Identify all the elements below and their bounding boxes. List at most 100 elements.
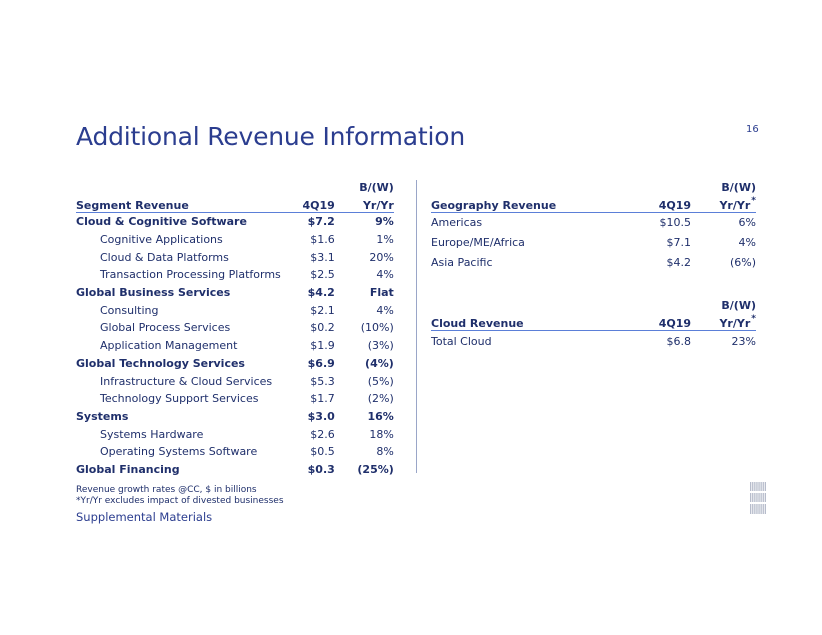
segment-label: Global Financing: [76, 462, 180, 476]
segment-header-top-label: [76, 178, 281, 194]
cloud-table-body: Total Cloud $6.8 23%: [431, 331, 756, 352]
cloud-revenue-table: B/(W) Cloud Revenue 4Q19 Yr/Yr* Total Cl…: [431, 296, 756, 351]
geo-change: 4%: [738, 236, 756, 250]
cloud-header-change: Yr/Yr*: [691, 312, 756, 331]
geo-header-change-text: Yr/Yr: [719, 199, 751, 212]
segment-change: 8%: [376, 445, 394, 459]
segment-label: Global Business Services: [76, 286, 231, 300]
segment-change: 18%: [369, 427, 394, 441]
cloud-label: Total Cloud: [431, 334, 492, 348]
segment-row: Systems $3.0 16%: [76, 408, 394, 426]
logo-gap: [748, 491, 768, 493]
segment-label: Cloud & Cognitive Software: [76, 215, 247, 229]
segment-label: Global Technology Services: [76, 356, 245, 370]
segment-value: $1.9: [310, 339, 335, 353]
logo-stripe: [764, 482, 766, 514]
geo-header-mark: *: [751, 196, 756, 206]
segment-header-value: 4Q19: [280, 194, 335, 213]
segment-value: $0.5: [310, 445, 335, 459]
cloud-change: 23%: [731, 334, 756, 348]
footnote-currency: Revenue growth rates @CC, $ in billions: [76, 485, 257, 495]
segment-row: Transaction Processing Platforms $2.5 4%: [76, 266, 394, 284]
segment-value: $1.6: [310, 233, 335, 247]
segment-row: Consulting $2.1 4%: [76, 301, 394, 319]
segment-value: $2.6: [310, 427, 335, 441]
logo-stripe: [762, 482, 764, 514]
geo-change: 6%: [738, 216, 756, 230]
geo-label: Asia Pacific: [431, 255, 493, 269]
segment-label: Consulting: [100, 303, 159, 317]
cloud-header-mark: *: [751, 314, 756, 324]
segment-row: Application Management $1.9 (3%): [76, 337, 394, 355]
segment-row: Infrastructure & Cloud Services $5.3 (5%): [76, 372, 394, 390]
segment-label: Systems: [76, 409, 129, 423]
footnote-divested: *Yr/Yr excludes impact of divested busin…: [76, 496, 284, 506]
logo-stripe: [750, 482, 752, 514]
segment-row: Technology Support Services $1.7 (2%): [76, 390, 394, 408]
segment-row: Global Process Services $0.2 (10%): [76, 319, 394, 337]
segment-label: Cloud & Data Platforms: [100, 250, 229, 264]
segment-label: Transaction Processing Platforms: [100, 268, 281, 282]
segment-change: (3%): [367, 339, 394, 353]
segment-header-label: Segment Revenue: [76, 194, 281, 213]
slide-title: Additional Revenue Information: [76, 122, 465, 151]
segment-label: Global Process Services: [100, 321, 231, 335]
cloud-header-label: Cloud Revenue: [431, 312, 621, 331]
geography-table-body: Americas $10.5 6% Europe/ME/Africa $7.1 4% Asi…: [431, 213, 756, 273]
segment-value: $5.3: [310, 374, 335, 388]
segment-change: (4%): [365, 356, 394, 370]
segment-change: 1%: [376, 233, 394, 247]
cloud-header-change-text: Yr/Yr: [719, 317, 751, 330]
segment-row: Global Financing $0.3 (25%): [76, 461, 394, 479]
geo-value: $7.1: [666, 236, 692, 250]
segment-value: $2.1: [310, 303, 335, 317]
segment-header-top-value: [281, 178, 335, 194]
segment-label: Operating Systems Software: [100, 445, 258, 459]
geo-header-change: Yr/Yr*: [691, 194, 756, 213]
ibm-logo-icon: [748, 482, 768, 514]
segment-change: (25%): [357, 462, 394, 476]
geo-header-top-change: B/(W): [721, 181, 756, 194]
geo-header-top-label: [431, 178, 621, 194]
segment-value: $0.2: [310, 321, 335, 335]
segment-label: Infrastructure & Cloud Services: [100, 374, 273, 388]
segment-row: Cloud & Cognitive Software $7.2 9%: [76, 213, 394, 231]
cloud-header-top-change: B/(W): [721, 299, 756, 312]
segment-change: Flat: [369, 286, 394, 300]
geo-header-value: 4Q19: [621, 194, 691, 213]
segment-header-change: Yr/Yr: [334, 194, 394, 213]
segment-row: Global Technology Services $6.9 (4%): [76, 355, 394, 373]
logo-gap: [748, 502, 768, 504]
geo-change: (6%): [729, 255, 756, 269]
cloud-header-value: 4Q19: [621, 312, 691, 331]
geo-row: Asia Pacific $4.2 (6%): [431, 253, 756, 273]
segment-row: Global Business Services $4.2 Flat: [76, 284, 394, 302]
geo-label: Europe/ME/Africa: [431, 236, 525, 250]
geo-value: $10.5: [659, 216, 692, 230]
segment-label: Technology Support Services: [100, 392, 259, 406]
geo-value: $4.2: [666, 255, 692, 269]
segment-change: 4%: [376, 303, 394, 317]
geo-label: Americas: [431, 216, 483, 230]
segment-value: $3.0: [307, 409, 335, 423]
segment-label: Systems Hardware: [100, 427, 204, 441]
geo-row: Americas $10.5 6%: [431, 213, 756, 233]
logo-stripe: [760, 482, 762, 514]
segment-change: (5%): [367, 374, 394, 388]
logo-stripe: [756, 482, 758, 514]
page-number: 16: [746, 124, 759, 135]
segment-change: 16%: [367, 409, 394, 423]
segment-row: Systems Hardware $2.6 18%: [76, 425, 394, 443]
segment-change: (10%): [360, 321, 394, 335]
segment-change: 20%: [369, 250, 394, 264]
segment-row: Operating Systems Software $0.5 8%: [76, 443, 394, 461]
segment-change: (2%): [367, 392, 394, 406]
segment-revenue-table: B/(W) Segment Revenue 4Q19 Yr/Yr Cloud &…: [76, 178, 394, 478]
segment-label: Cognitive Applications: [100, 233, 223, 247]
segment-value: $2.5: [310, 268, 335, 282]
geography-revenue-table: B/(W) Geography Revenue 4Q19 Yr/Yr* Amer…: [431, 178, 756, 272]
segment-value: $4.2: [307, 286, 335, 300]
segment-header-top-change: B/(W): [359, 181, 394, 194]
segment-value: $1.7: [310, 392, 335, 406]
segment-value: $6.9: [307, 356, 335, 370]
